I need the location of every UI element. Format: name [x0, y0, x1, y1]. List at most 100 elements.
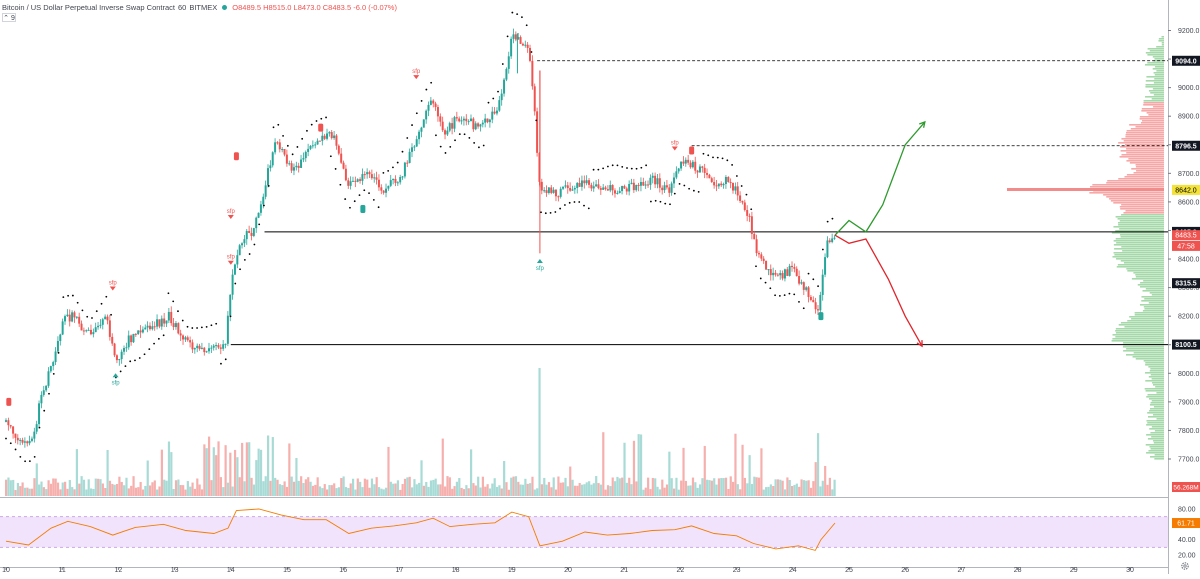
volume-bar: [370, 478, 374, 496]
volume-bar: [682, 447, 685, 496]
sar-dot: [28, 460, 31, 463]
volume-bar: [205, 448, 208, 496]
volume-profile-bar: [1135, 276, 1164, 278]
sar-dot: [611, 164, 614, 167]
volume-bar: [824, 465, 827, 496]
volume-profile-bar: [1145, 288, 1164, 290]
sar-dot: [630, 167, 633, 170]
volume-profile-bar: [1128, 158, 1164, 160]
volume-bars: [5, 368, 836, 496]
volume-bar: [722, 478, 725, 496]
candle-body: [547, 187, 550, 193]
candle-body: [448, 123, 451, 131]
candle-body: [7, 420, 10, 426]
volume-profile-bar: [1145, 372, 1164, 374]
sar-dot: [291, 153, 294, 156]
volume-profile-bar: [1153, 82, 1164, 84]
volume-bar: [359, 481, 362, 496]
candle-body: [432, 100, 435, 104]
volume-bar: [658, 489, 662, 496]
sar-dot: [607, 165, 609, 168]
candle-body: [399, 177, 402, 183]
candle-body: [236, 255, 239, 265]
sar-dot: [392, 166, 394, 169]
candle-body: [625, 188, 628, 192]
candle-body: [89, 329, 92, 335]
volume-bar: [621, 477, 624, 496]
candle-body: [578, 182, 581, 187]
sar-dot: [621, 165, 624, 168]
volume-profile-bar: [1156, 418, 1164, 420]
candle-body: [323, 135, 326, 139]
volume-bar: [167, 441, 171, 496]
indicator-toggle-button[interactable]: ⌃ 9: [2, 13, 16, 22]
candle-body: [146, 325, 149, 328]
volume-bar: [481, 476, 485, 496]
volume-bar: [479, 487, 482, 496]
volume-bar: [210, 480, 213, 496]
volume-bar: [335, 488, 338, 496]
volume-bar: [406, 477, 409, 496]
volume-bar: [819, 486, 822, 496]
volume-bar: [503, 461, 506, 496]
volume-bar: [566, 486, 569, 496]
candle-body: [684, 159, 687, 164]
volume-bar: [189, 486, 192, 496]
sar-dot: [549, 212, 552, 214]
volume-bar: [71, 487, 74, 496]
interval-label[interactable]: 60: [178, 2, 187, 12]
sfp-arrow-up-icon: [536, 259, 543, 264]
volume-bar: [786, 477, 789, 496]
candle-body: [505, 68, 508, 80]
volume-profile-bar: [1112, 334, 1164, 336]
sar-dot: [263, 204, 265, 207]
candle-body: [123, 347, 126, 352]
volume-profile-bar: [1151, 436, 1164, 438]
volume-bar: [104, 487, 107, 496]
volume-bar: [392, 483, 395, 496]
volume-bar: [625, 482, 628, 496]
candle-body: [618, 191, 621, 193]
sar-dot: [200, 326, 203, 329]
candle-body: [153, 326, 156, 328]
volume-profile-bar: [1145, 84, 1164, 86]
volume-profile-bar: [1117, 222, 1164, 224]
candle-body: [795, 268, 798, 277]
candle-body: [170, 311, 173, 324]
sar-dot: [153, 342, 155, 345]
volume-bar: [113, 484, 116, 496]
candle-body: [552, 189, 555, 193]
sar-dot: [640, 166, 643, 169]
candle-body: [113, 343, 116, 356]
volume-bar: [578, 483, 581, 496]
time-tick-label: 12: [115, 567, 123, 574]
time-tick-label: 25: [845, 567, 853, 574]
candle-body: [75, 316, 78, 318]
candle-body: [713, 182, 716, 186]
volume-bar: [344, 487, 348, 496]
symbol-name[interactable]: Bitcoin / US Dollar Perpetual Inverse Sw…: [2, 2, 175, 12]
sar-dot: [492, 97, 495, 100]
volume-profile-bar: [1120, 208, 1164, 210]
price-tick-label: 8700.0: [1178, 171, 1200, 178]
volume-bar: [297, 480, 300, 496]
volume-bar: [576, 485, 579, 496]
volume-profile-bar: [1144, 388, 1164, 390]
candle-body: [198, 345, 201, 349]
settings-gear-icon[interactable]: [1181, 562, 1189, 570]
volume-bar: [696, 487, 699, 496]
volume-bar: [141, 489, 145, 496]
time-tick-label: 28: [1014, 567, 1022, 574]
volume-bar: [92, 489, 95, 496]
volume-bar: [455, 481, 459, 496]
sfp-arrow-down-icon: [671, 146, 678, 151]
volume-bar: [300, 476, 303, 496]
volume-profile-bar: [1122, 250, 1164, 252]
sar-dot: [315, 120, 318, 122]
candle-body: [748, 215, 751, 217]
volume-bar: [592, 483, 595, 496]
volume-bar: [635, 481, 638, 496]
volume-profile-bar: [1115, 336, 1164, 338]
candle-body: [592, 186, 595, 189]
